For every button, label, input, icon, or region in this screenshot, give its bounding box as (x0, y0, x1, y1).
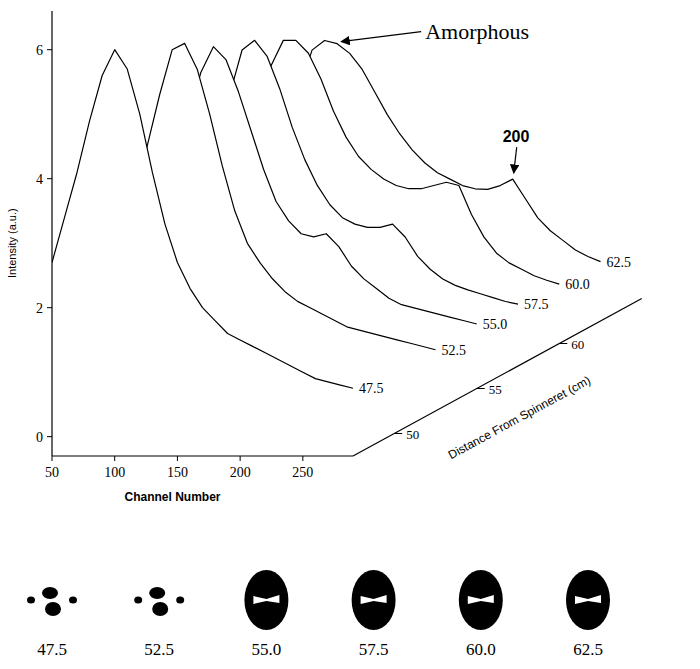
beam-stop (361, 595, 387, 604)
equatorial-spot (27, 597, 35, 604)
x-tick (114, 456, 115, 461)
pattern-label: 62.5 (573, 640, 603, 659)
annotation: 200 (503, 128, 530, 145)
y-tick (47, 307, 52, 308)
diffraction-pattern (459, 570, 503, 630)
series-label: 47.5 (359, 381, 384, 396)
x-tick-label: 50 (45, 465, 59, 480)
x-tick (302, 456, 303, 461)
curves (52, 40, 601, 456)
y-tick (47, 49, 52, 50)
series-label: 60.0 (565, 277, 590, 292)
y-tick-label: 6 (36, 43, 43, 58)
diffraction-pattern (566, 570, 610, 630)
z-axis-title: Distance From Spinneret (cm) (446, 373, 593, 462)
pattern-label: 47.5 (37, 640, 67, 659)
intensity-curve (52, 50, 353, 389)
y-tick (47, 436, 52, 437)
pattern-label: 52.5 (144, 640, 174, 659)
diffraction-pattern (244, 570, 288, 630)
z-tick (559, 343, 567, 344)
amorphous-halo (244, 570, 288, 630)
amorphous-halo (352, 570, 396, 630)
x-tick-label: 200 (230, 465, 251, 480)
z-tick-label: 50 (406, 427, 419, 442)
z-tick (477, 388, 485, 389)
series-label: 55.0 (483, 317, 508, 332)
x-tick (177, 456, 178, 461)
amorphous-halo (459, 570, 503, 630)
z-tick-label: 60 (571, 337, 584, 352)
z-tick-label: 55 (489, 382, 502, 397)
pattern-label: 55.0 (252, 640, 282, 659)
chart: 62.560.057.555.052.547.550100150200250Ch… (0, 0, 700, 669)
curve-mask (52, 50, 353, 456)
z-tick (394, 433, 402, 434)
meridional-spot (45, 602, 61, 616)
x-axis-title: Channel Number (124, 490, 220, 504)
series-label: 57.5 (524, 297, 549, 312)
background (0, 0, 700, 669)
beam-stop (468, 595, 494, 604)
y-tick-label: 2 (36, 301, 43, 316)
equatorial-spot (134, 597, 142, 604)
amorphous-halo (566, 570, 610, 630)
y-tick (47, 178, 52, 179)
meridional-spot (152, 602, 168, 616)
x-tick-label: 100 (104, 465, 125, 480)
pattern-label: 60.0 (466, 640, 496, 659)
y-tick-label: 0 (36, 430, 43, 445)
y-axis-title: Intensity (a.u.) (6, 208, 18, 278)
x-tick-label: 150 (167, 465, 188, 480)
beam-stop (253, 595, 279, 604)
y-axis (51, 11, 52, 456)
series-label: 62.5 (607, 255, 632, 270)
equatorial-spot (176, 597, 184, 604)
diffraction-pattern (27, 587, 77, 616)
annotation-arrow (341, 32, 421, 42)
annotation-arrow (514, 147, 517, 173)
diffraction-pattern (134, 587, 184, 616)
meridional-spot (42, 587, 58, 599)
meridional-spot (149, 587, 165, 599)
x-axis (52, 455, 353, 456)
annotation: Amorphous (425, 19, 529, 44)
beam-stop (575, 595, 601, 604)
x-tick-label: 250 (292, 465, 313, 480)
equatorial-spot (69, 597, 77, 604)
y-tick-label: 4 (36, 172, 43, 187)
x-tick (240, 456, 241, 461)
diffraction-pattern (352, 570, 396, 630)
pattern-label: 57.5 (359, 640, 389, 659)
series-label: 52.5 (442, 343, 467, 358)
x-tick (52, 456, 53, 461)
